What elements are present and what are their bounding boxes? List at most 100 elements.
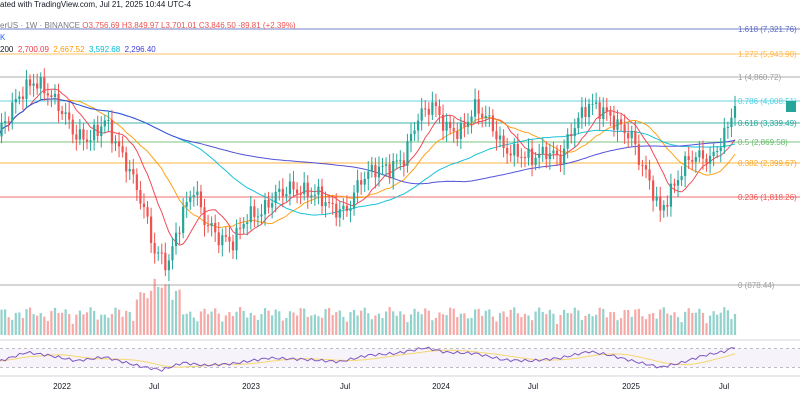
candle-body <box>278 188 281 192</box>
candle-body <box>349 208 352 211</box>
volume-bar <box>0 309 3 335</box>
volume-bar <box>100 314 103 335</box>
candle-body <box>673 183 676 186</box>
candle-body <box>452 128 455 132</box>
volume-bar <box>612 312 616 335</box>
candle-body <box>434 102 438 107</box>
candle-body <box>342 205 345 210</box>
candle-body <box>157 252 160 254</box>
candle-body <box>285 194 288 197</box>
candle-body <box>566 134 569 149</box>
x-tick-label: Jul <box>719 382 729 391</box>
volume-bar <box>705 323 708 335</box>
volume-bar <box>488 309 491 335</box>
volume-bar <box>584 315 587 335</box>
candle-body <box>580 107 584 118</box>
candle-body <box>46 93 49 96</box>
volume-bar <box>598 307 601 335</box>
candle-body <box>687 156 690 161</box>
volume-bar <box>384 311 388 335</box>
volume-bar <box>82 314 85 335</box>
volume-bar <box>417 311 420 335</box>
candle-body <box>509 153 512 156</box>
volume-bar <box>96 319 99 335</box>
candle-body <box>132 168 135 175</box>
candle-body <box>370 164 373 172</box>
volume-bar <box>538 307 541 335</box>
ohlc-low: L3,701.01 <box>161 21 197 30</box>
volume-bar <box>196 321 199 335</box>
volume-bar <box>103 314 106 335</box>
volume-bar <box>555 324 559 335</box>
volume-bar <box>726 310 729 335</box>
ma-value-blue: 2,296.40 <box>124 45 156 54</box>
candle-body <box>160 252 163 254</box>
volume-bar <box>413 308 416 335</box>
candle-body <box>345 205 349 211</box>
candle-body <box>427 108 430 115</box>
volume-bar <box>619 318 623 335</box>
candle-body <box>135 174 138 191</box>
fib-label: 1 (4,860.72) <box>738 73 781 82</box>
volume-bar <box>349 312 352 335</box>
volume-bar <box>263 308 267 335</box>
volume-bar <box>110 314 114 335</box>
candle-body <box>666 205 669 207</box>
candle-body <box>491 115 494 132</box>
candle-body <box>716 151 719 153</box>
volume-bar <box>317 316 320 335</box>
volume-bar <box>595 314 598 335</box>
volume-bar <box>627 309 630 335</box>
candle-body <box>367 171 370 179</box>
volume-bar <box>57 313 60 335</box>
volume-bar <box>673 312 676 335</box>
volume-bar <box>174 290 178 335</box>
volume-bar <box>260 314 263 335</box>
candle-body <box>534 157 537 165</box>
volume-bar <box>562 309 566 335</box>
candle-body <box>167 260 171 271</box>
candle-body <box>541 146 544 154</box>
volume-bar <box>559 314 562 335</box>
fib-label: 1.618 (7,321.76) <box>738 25 797 34</box>
x-tick-label: Jul <box>340 382 350 391</box>
volume-bar <box>694 312 697 335</box>
candle-body <box>605 107 608 112</box>
candle-body <box>619 119 623 125</box>
volume-bar <box>75 314 78 335</box>
volume-bar <box>128 312 131 335</box>
volume-bar <box>235 311 238 335</box>
candle-body <box>637 144 640 165</box>
candle-body <box>60 111 64 115</box>
volume-bar <box>666 313 669 335</box>
volume-bar <box>292 312 295 335</box>
volume-bar <box>342 316 345 335</box>
volume-bar <box>733 313 737 335</box>
candle-body <box>335 203 338 218</box>
volume-bar <box>609 311 612 335</box>
candle-body <box>691 160 694 162</box>
ma-line <box>0 88 736 246</box>
volume-bar <box>712 311 715 335</box>
volume-bar <box>295 315 299 335</box>
candle-body <box>50 95 53 98</box>
candle-body <box>267 199 270 208</box>
volume-bar <box>623 310 626 335</box>
candle-body <box>189 197 192 202</box>
candle-body <box>149 216 153 243</box>
x-tick-label: Jul <box>528 382 538 391</box>
volume-bar <box>516 313 519 335</box>
volume-bar <box>406 322 409 335</box>
volume-bar <box>587 313 591 335</box>
candle-body <box>484 115 487 119</box>
volume-bar <box>530 320 534 335</box>
candle-body <box>652 180 655 201</box>
ma-value-cyan: 3,592.68 <box>89 45 121 54</box>
volume-bar <box>164 284 167 335</box>
volume-bar <box>335 312 338 335</box>
candle-body <box>89 140 92 142</box>
volume-bar <box>648 313 651 335</box>
candle-body <box>708 155 712 164</box>
ma-values-line: 200 2,700.09 2,667.52 3,592.68 2,296.40 <box>0 45 156 54</box>
